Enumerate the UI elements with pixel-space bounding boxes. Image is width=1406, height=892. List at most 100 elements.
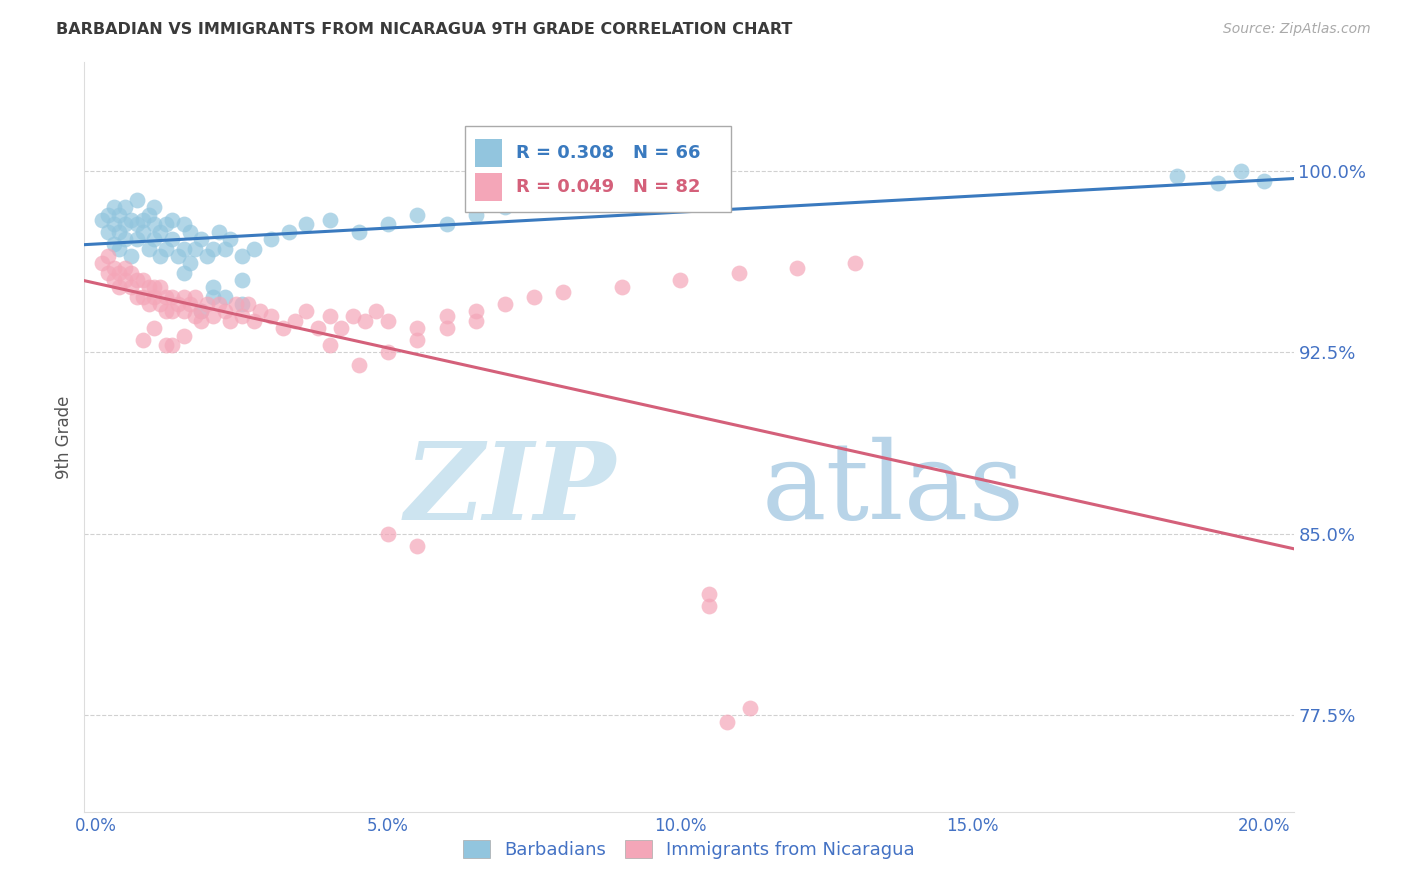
Point: [125, 193, 148, 207]
Point: [231, 297, 253, 311]
Point: [138, 242, 160, 256]
Point: [138, 297, 160, 311]
Point: [143, 201, 166, 215]
Point: [149, 249, 172, 263]
Point: [108, 266, 131, 280]
Point: [173, 304, 195, 318]
Point: [295, 304, 318, 318]
Point: [173, 218, 195, 232]
Point: [103, 273, 125, 287]
Point: [195, 249, 218, 263]
Point: [523, 193, 546, 207]
Point: [108, 225, 131, 239]
Point: [236, 297, 259, 311]
Point: [108, 280, 131, 294]
Point: [318, 338, 340, 352]
Point: [120, 266, 142, 280]
Point: [366, 304, 388, 318]
Point: [155, 338, 177, 352]
Point: [184, 310, 207, 324]
Point: [184, 242, 207, 256]
Point: [173, 290, 195, 304]
Point: [114, 232, 136, 246]
Point: [219, 314, 242, 328]
Point: [132, 212, 155, 227]
Point: [90, 212, 112, 227]
Point: [377, 345, 399, 359]
Point: [90, 256, 112, 270]
Point: [295, 218, 318, 232]
Point: [347, 358, 370, 372]
Point: [132, 290, 155, 304]
Point: [201, 310, 224, 324]
Point: [166, 249, 188, 263]
Point: [1206, 176, 1229, 190]
Point: [1253, 174, 1275, 188]
Point: [179, 256, 201, 270]
Point: [114, 201, 136, 215]
FancyBboxPatch shape: [475, 139, 502, 168]
Point: [138, 280, 160, 294]
Point: [173, 242, 195, 256]
Point: [277, 225, 299, 239]
Point: [260, 232, 283, 246]
Point: [1230, 164, 1253, 178]
Point: [120, 280, 142, 294]
Text: Source: ZipAtlas.com: Source: ZipAtlas.com: [1223, 22, 1371, 37]
Point: [740, 700, 762, 714]
Point: [195, 297, 218, 311]
Point: [231, 273, 253, 287]
Text: atlas: atlas: [762, 437, 1025, 542]
Point: [114, 260, 136, 275]
Legend: Barbadians, Immigrants from Nicaragua: Barbadians, Immigrants from Nicaragua: [456, 832, 922, 866]
FancyBboxPatch shape: [465, 126, 731, 212]
Text: R = 0.308   N = 66: R = 0.308 N = 66: [516, 145, 700, 162]
Point: [97, 266, 120, 280]
Point: [160, 304, 183, 318]
Point: [190, 304, 212, 318]
Point: [114, 273, 136, 287]
Point: [249, 304, 271, 318]
Point: [214, 304, 236, 318]
Point: [318, 212, 340, 227]
Point: [242, 314, 264, 328]
Point: [330, 321, 353, 335]
Point: [727, 266, 749, 280]
Point: [716, 715, 738, 730]
Text: BARBADIAN VS IMMIGRANTS FROM NICARAGUA 9TH GRADE CORRELATION CHART: BARBADIAN VS IMMIGRANTS FROM NICARAGUA 9…: [56, 22, 793, 37]
Point: [844, 256, 866, 270]
Point: [208, 225, 231, 239]
Point: [155, 304, 177, 318]
Point: [166, 297, 188, 311]
Point: [699, 599, 721, 614]
Point: [347, 225, 370, 239]
Point: [201, 280, 224, 294]
Point: [201, 290, 224, 304]
Point: [155, 290, 177, 304]
Point: [271, 321, 294, 335]
Point: [231, 310, 253, 324]
Point: [225, 297, 247, 311]
Point: [103, 218, 125, 232]
Point: [1166, 169, 1188, 183]
Point: [406, 334, 429, 348]
Point: [553, 285, 575, 299]
Point: [190, 314, 212, 328]
Point: [494, 297, 516, 311]
Point: [377, 218, 399, 232]
Point: [464, 314, 486, 328]
Point: [436, 321, 458, 335]
Point: [143, 232, 166, 246]
Point: [103, 260, 125, 275]
Point: [219, 232, 242, 246]
Point: [97, 225, 120, 239]
Point: [132, 225, 155, 239]
Point: [214, 290, 236, 304]
Point: [143, 218, 166, 232]
Y-axis label: 9th Grade: 9th Grade: [55, 395, 73, 479]
Point: [155, 218, 177, 232]
Point: [97, 249, 120, 263]
Point: [125, 232, 148, 246]
Point: [342, 310, 364, 324]
Point: [523, 290, 546, 304]
